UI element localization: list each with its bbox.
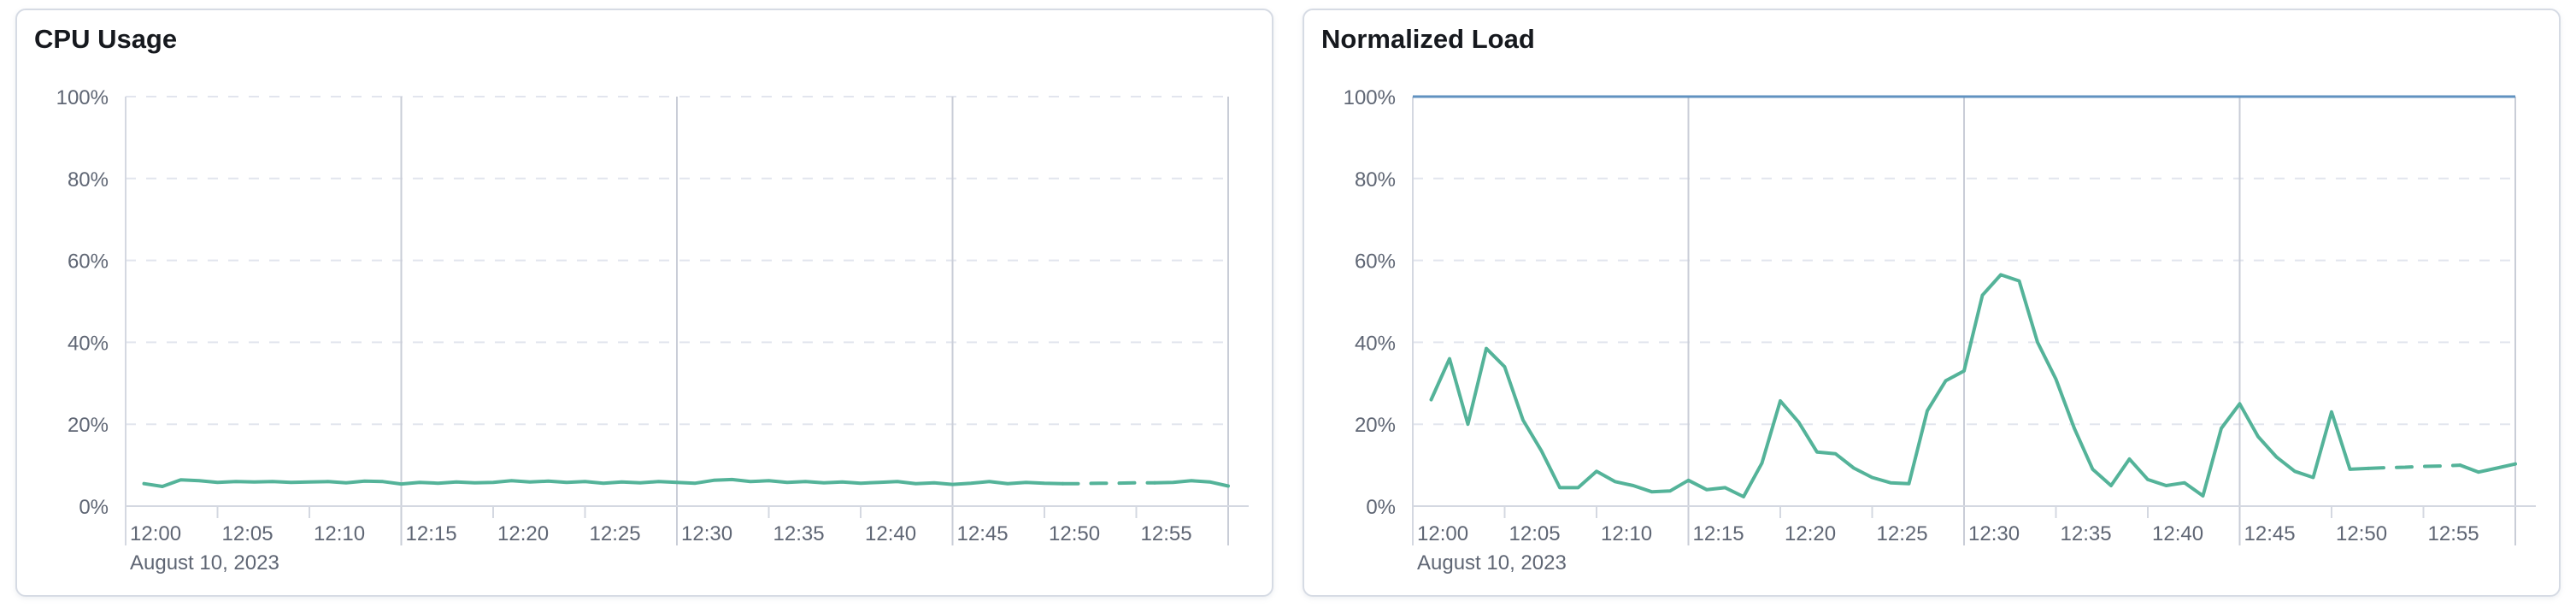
y-tick-label: 80% [1355,168,1396,192]
y-tick-label: 40% [68,332,109,355]
y-tick-label: 100% [56,86,109,109]
x-tick-label: 12:30 [1968,522,2020,545]
x-tick-label: 12:15 [1693,522,1744,545]
y-tick-label: 20% [68,414,109,437]
normalized-load-panel: Normalized Load 12:00 12:05 12:10 12:15 12:2… [1303,9,2561,597]
cpu-usage-panel: CPU Usage 12:00 12:05 12:10 12:15 12:20 12:25… [15,9,1273,597]
x-tick-label: 12:50 [1049,522,1100,545]
x-tick-label: 12:45 [2244,522,2296,545]
x-tick-label: 12:10 [314,522,365,545]
y-tick-label: 60% [1355,250,1396,274]
y-tick-label: 80% [68,168,109,192]
series-line-solid-tail [2458,462,2517,474]
cpu-usage-chart[interactable]: 12:00 12:05 12:10 12:15 12:20 12:25 12:30 12:35… [17,10,1272,595]
y-tick-label: 20% [1355,414,1396,437]
series-line-dashed [2367,463,2462,470]
x-tick-label: 12:00 [130,522,181,545]
chart-title: Normalized Load [1321,24,1535,54]
series-line-solid [1429,273,2370,498]
x-tick-label: 12:55 [1141,522,1192,545]
y-tick-label: 60% [68,250,109,274]
x-tick-label: 12:20 [1785,522,1836,545]
x-tick-label: 12:55 [2428,522,2479,545]
series-line-solid [142,477,1065,488]
x-tick-label: 12:25 [1877,522,1928,545]
x-tick-label: 12:00 [1417,522,1468,545]
x-tick-label: 12:05 [1509,522,1561,545]
chart-title: CPU Usage [34,24,178,54]
x-tick-label: 12:50 [2336,522,2387,545]
x-tick-label: 12:10 [1601,522,1652,545]
normalized-load-chart[interactable]: 12:00 12:05 12:10 12:15 12:20 12:25 12:30 12:35… [1304,10,2559,595]
x-tick-label: 12:30 [681,522,732,545]
x-tick-label: 12:05 [222,522,273,545]
x-tick-label: 12:35 [773,522,825,545]
series-line-dashed [1061,480,1156,486]
x-tick-label: 12:45 [957,522,1009,545]
y-tick-label: 40% [1355,332,1396,355]
x-tick-label: 12:40 [2152,522,2203,545]
x-tick-label: 12:20 [497,522,549,545]
y-tick-label: 0% [79,496,109,519]
x-axis-date-label: August 10, 2023 [1417,551,1567,575]
y-tick-label: 0% [1366,496,1396,519]
x-tick-label: 12:15 [406,522,457,545]
x-axis-date-label: August 10, 2023 [130,551,279,575]
y-tick-label: 100% [1344,86,1396,109]
x-tick-label: 12:40 [865,522,916,545]
x-tick-label: 12:25 [590,522,641,545]
x-tick-label: 12:35 [2061,522,2112,545]
series-line-solid-tail [1153,479,1230,488]
